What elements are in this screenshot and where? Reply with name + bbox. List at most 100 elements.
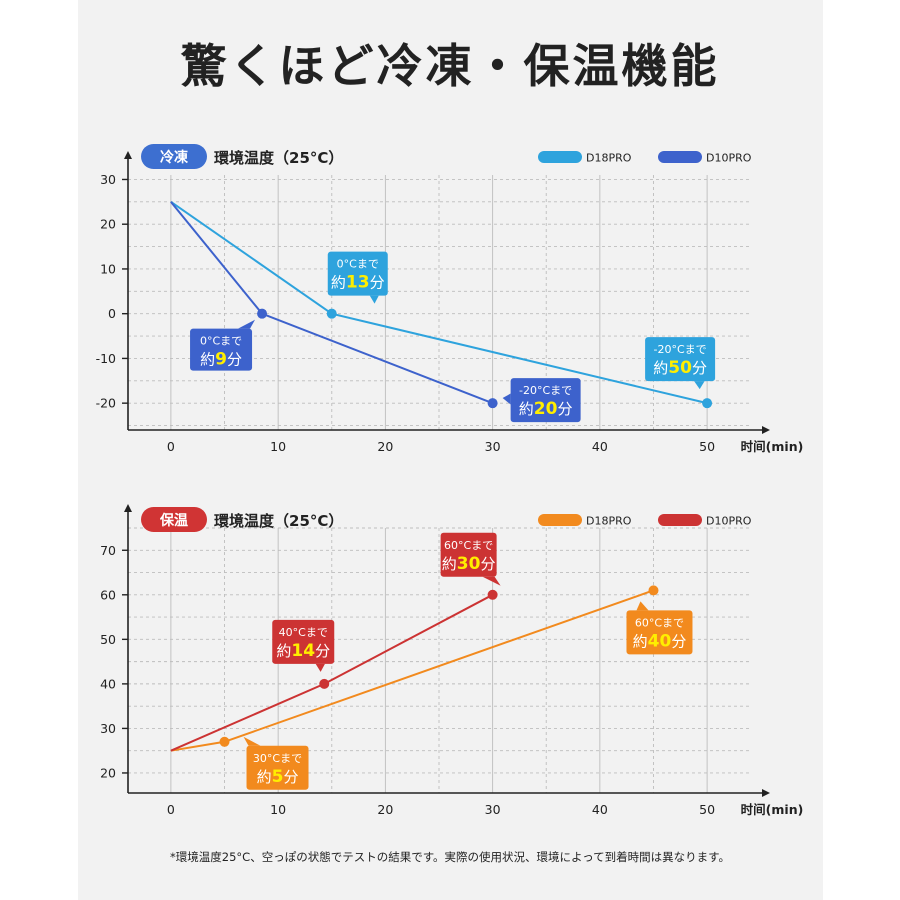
x-tick-label: 0 xyxy=(167,439,175,454)
y-axis-arrow-icon xyxy=(124,504,132,512)
chart-subtitle: 環境温度（25°C） xyxy=(214,149,343,167)
legend-label: D18PRO xyxy=(586,152,632,165)
callout-value: 約20分 xyxy=(519,399,573,419)
callout-number: 20 xyxy=(534,399,558,419)
data-point xyxy=(702,398,713,409)
callout-number: 50 xyxy=(668,358,692,378)
x-tick-label: 40 xyxy=(592,439,608,454)
callout-prefix: 約 xyxy=(200,351,215,369)
callout-value: 約30分 xyxy=(442,554,496,574)
y-tick-label: 60 xyxy=(100,587,116,602)
callout-suffix: 分 xyxy=(480,555,495,573)
y-tick-label: 70 xyxy=(100,543,116,558)
callout-caption: 60°Cまで xyxy=(444,539,493,552)
callout-number: 13 xyxy=(346,273,370,293)
y-tick-label: 20 xyxy=(100,765,116,780)
chart-badge-label: 冷凍 xyxy=(160,149,189,166)
page-title: 驚くほど冷凍・保温機能 xyxy=(180,39,720,93)
callout-value: 約13分 xyxy=(331,273,385,293)
callout-number: 14 xyxy=(291,641,315,661)
x-axis-arrow-icon xyxy=(762,426,770,434)
callout-prefix: 約 xyxy=(257,768,272,786)
callout-prefix: 約 xyxy=(519,400,534,418)
y-tick-label: 20 xyxy=(100,217,116,232)
y-axis-arrow-icon xyxy=(124,151,132,159)
legend-swatch xyxy=(658,151,702,163)
y-tick-label: 50 xyxy=(100,632,116,647)
callout-pointer xyxy=(315,663,325,672)
callout-number: 30 xyxy=(457,554,481,574)
y-tick-label: 30 xyxy=(100,721,116,736)
legend-swatch xyxy=(538,514,582,526)
callout-prefix: 約 xyxy=(331,274,346,292)
callout-box xyxy=(440,532,497,577)
chart-badge xyxy=(141,507,207,532)
callout-caption: 0°Cまで xyxy=(200,335,242,348)
legend-swatch xyxy=(658,514,702,526)
legend-label: D18PRO xyxy=(586,515,632,528)
legend-swatch xyxy=(538,151,582,163)
callout-pointer xyxy=(369,295,379,304)
callout-number: 9 xyxy=(215,350,227,370)
callout-pointer xyxy=(482,576,501,586)
data-point xyxy=(487,589,498,600)
callout-box xyxy=(190,328,253,371)
callout-pointer xyxy=(238,319,256,329)
y-tick-label: -10 xyxy=(96,351,116,366)
callout-caption: 40°Cまで xyxy=(279,626,328,639)
x-tick-label: 50 xyxy=(699,802,715,817)
x-tick-label: 30 xyxy=(485,439,501,454)
chart-badge xyxy=(141,144,207,169)
x-tick-label: 0 xyxy=(167,802,175,817)
x-tick-label: 30 xyxy=(485,802,501,817)
callout-suffix: 分 xyxy=(227,351,242,369)
x-tick-label: 10 xyxy=(270,439,286,454)
x-tick-label: 50 xyxy=(699,439,715,454)
legend-label: D10PRO xyxy=(706,152,752,165)
callout-caption: -20°Cまで xyxy=(519,384,572,397)
data-point xyxy=(326,308,337,319)
callout-box xyxy=(272,619,335,664)
y-tick-label: -20 xyxy=(96,396,116,411)
callout-caption: 0°Cまで xyxy=(337,258,379,271)
callout-suffix: 分 xyxy=(283,768,298,786)
chart-badge-label: 保温 xyxy=(159,512,188,529)
x-axis-arrow-icon xyxy=(762,789,770,797)
footnote: *環境温度25°C、空っぽの状態でテストの結果です。実際の使用状況、環境によって… xyxy=(170,850,730,864)
y-tick-label: 30 xyxy=(100,172,116,187)
callout-pointer xyxy=(502,393,511,405)
data-point xyxy=(219,736,230,747)
y-tick-label: 40 xyxy=(100,676,116,691)
callout-suffix: 分 xyxy=(671,632,686,650)
callout-number: 40 xyxy=(648,631,672,651)
callout-pointer xyxy=(636,601,649,611)
callout-suffix: 分 xyxy=(692,359,707,377)
callout-suffix: 分 xyxy=(315,642,330,660)
callout-pointer xyxy=(243,736,261,746)
callout-value: 約14分 xyxy=(276,641,330,661)
x-tick-label: 20 xyxy=(377,802,393,817)
callout-box xyxy=(626,610,693,655)
callout-caption: 30°Cまで xyxy=(253,752,302,765)
data-point xyxy=(319,678,330,689)
callout-prefix: 約 xyxy=(442,555,457,573)
callout-value: 約40分 xyxy=(633,631,687,651)
chart-2: 70 60 50 40 30 20 0 10 20 30 40 50 时间(min) 保温 環境温度（25°… xyxy=(100,504,803,817)
data-point xyxy=(487,398,498,409)
y-tick-label: 0 xyxy=(108,306,116,321)
callout-prefix: 約 xyxy=(276,642,291,660)
series-line-d18pro xyxy=(170,589,654,752)
x-axis-label: 时间(min) xyxy=(741,802,804,817)
callout-caption: -20°Cまで xyxy=(654,343,707,356)
callout-box xyxy=(510,378,581,423)
x-tick-label: 10 xyxy=(270,802,286,817)
callout-suffix: 分 xyxy=(557,400,572,418)
chart-subtitle: 環境温度（25°C） xyxy=(214,512,343,530)
data-point xyxy=(648,585,659,596)
chart-1: 30 20 10 0 -10 -20 0 10 20 30 40 50 时间(min) 冷凍 環境温度（25… xyxy=(96,144,803,454)
callout-value: 約5分 xyxy=(257,767,299,787)
callout-suffix: 分 xyxy=(370,274,385,292)
callout-pointer xyxy=(694,381,705,390)
callout-prefix: 約 xyxy=(653,359,668,377)
